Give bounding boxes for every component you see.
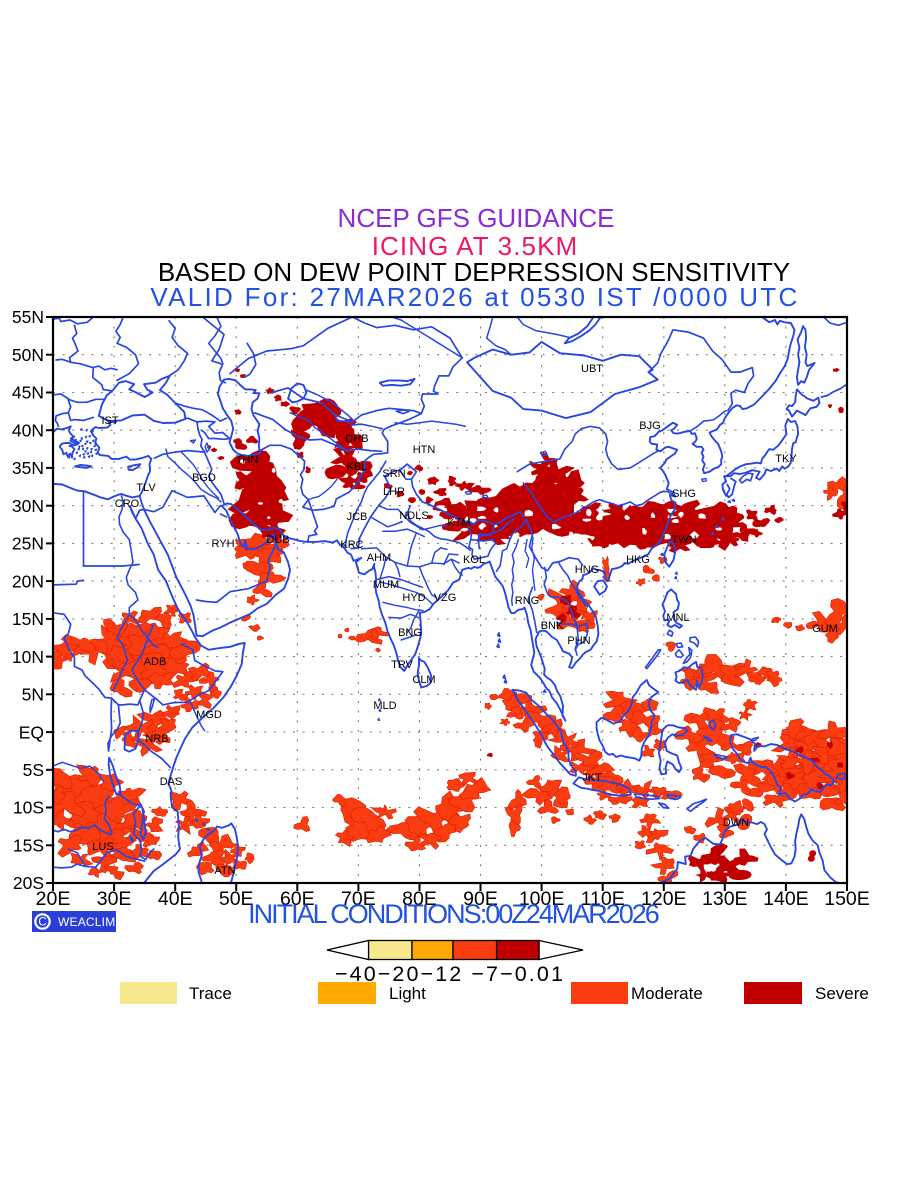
svg-text:5N: 5N — [22, 685, 44, 705]
svg-text:HTN: HTN — [413, 444, 436, 456]
svg-text:IST: IST — [101, 415, 118, 427]
svg-text:45N: 45N — [12, 383, 44, 403]
svg-text:30E: 30E — [97, 888, 132, 910]
svg-text:BNK: BNK — [541, 620, 564, 632]
svg-text:C: C — [38, 917, 46, 929]
svg-text:130E: 130E — [702, 888, 748, 910]
svg-text:AHM: AHM — [367, 552, 391, 564]
svg-text:Trace: Trace — [189, 984, 232, 1003]
svg-text:80E: 80E — [402, 888, 437, 910]
svg-text:140E: 140E — [763, 888, 809, 910]
svg-text:PHN: PHN — [567, 635, 590, 647]
svg-text:50N: 50N — [12, 345, 44, 365]
svg-text:MLD: MLD — [373, 700, 396, 712]
svg-text:MGD: MGD — [196, 709, 222, 721]
svg-text:VZG: VZG — [434, 592, 457, 604]
svg-text:KBL: KBL — [347, 461, 368, 473]
svg-text:BASED ON DEW POINT DEPRESSION: BASED ON DEW POINT DEPRESSION SENSITIVIT… — [158, 257, 790, 287]
svg-text:UBT: UBT — [581, 363, 603, 375]
svg-text:LUS: LUS — [92, 841, 113, 853]
svg-text:THN: THN — [236, 454, 259, 466]
svg-text:10S: 10S — [13, 798, 44, 818]
svg-text:ICING AT 3.5KM: ICING AT 3.5KM — [372, 231, 579, 261]
svg-text:BNG: BNG — [398, 627, 422, 639]
svg-text:150E: 150E — [824, 888, 870, 910]
svg-text:NCEP GFS GUIDANCE: NCEP GFS GUIDANCE — [338, 203, 615, 233]
svg-text:15S: 15S — [13, 836, 44, 856]
svg-text:TKY: TKY — [775, 453, 797, 465]
svg-text:40E: 40E — [158, 888, 193, 910]
svg-text:90E: 90E — [463, 888, 498, 910]
svg-text:NDLS: NDLS — [399, 510, 428, 522]
svg-text:40N: 40N — [12, 420, 44, 440]
svg-text:20E: 20E — [36, 888, 71, 910]
svg-text:MNL: MNL — [666, 612, 689, 624]
svg-text:VALID For: 27MAR2026 at 0530 I: VALID For: 27MAR2026 at 0530 IST /0000 U… — [150, 282, 799, 312]
svg-text:KOL: KOL — [463, 554, 485, 566]
svg-text:110E: 110E — [581, 888, 625, 910]
svg-text:JKT: JKT — [582, 772, 602, 784]
svg-text:20N: 20N — [12, 571, 44, 591]
svg-text:Light: Light — [389, 984, 426, 1003]
svg-text:CRO: CRO — [115, 498, 140, 510]
svg-text:MUM: MUM — [373, 579, 399, 591]
svg-text:5S: 5S — [23, 760, 44, 780]
svg-text:SRN: SRN — [382, 468, 405, 480]
svg-text:60E: 60E — [280, 888, 315, 910]
svg-text:15N: 15N — [12, 609, 44, 629]
svg-text:RYH: RYH — [211, 538, 234, 550]
svg-text:10N: 10N — [12, 647, 44, 667]
svg-text:ADB: ADB — [144, 656, 167, 668]
svg-text:55N: 55N — [12, 307, 44, 327]
svg-text:LHR: LHR — [383, 486, 405, 498]
svg-text:BGD: BGD — [192, 472, 216, 484]
svg-text:20S: 20S — [13, 873, 44, 893]
svg-text:DAS: DAS — [160, 776, 183, 788]
svg-text:TLV: TLV — [136, 482, 156, 494]
svg-text:KTM: KTM — [447, 517, 470, 529]
svg-text:ATN: ATN — [214, 865, 235, 877]
svg-text:Severe: Severe — [815, 984, 869, 1003]
svg-text:30N: 30N — [12, 496, 44, 516]
svg-text:35N: 35N — [12, 458, 44, 478]
svg-text:DWN: DWN — [723, 817, 749, 829]
svg-text:RNG: RNG — [515, 595, 539, 607]
svg-text:120E: 120E — [641, 888, 687, 910]
svg-text:DHB: DHB — [345, 433, 368, 445]
svg-text:100E: 100E — [519, 888, 565, 910]
svg-text:CLM: CLM — [412, 674, 435, 686]
svg-text:25N: 25N — [12, 534, 44, 554]
svg-text:GUM: GUM — [812, 623, 838, 635]
svg-text:HNG: HNG — [575, 564, 599, 576]
svg-text:NRB: NRB — [145, 733, 168, 745]
svg-text:TWN: TWN — [671, 534, 696, 546]
svg-text:SHG: SHG — [672, 488, 696, 500]
svg-text:50E: 50E — [219, 888, 254, 910]
svg-text:WEACLIM: WEACLIM — [58, 915, 115, 929]
svg-text:DUB: DUB — [266, 534, 289, 546]
svg-text:HKG: HKG — [626, 554, 650, 566]
svg-text:TRV: TRV — [391, 659, 413, 671]
svg-text:BJG: BJG — [639, 420, 660, 432]
svg-text:HYD: HYD — [402, 592, 425, 604]
svg-text:EQ: EQ — [19, 722, 44, 742]
svg-text:JCB: JCB — [347, 511, 368, 523]
svg-text:KRC: KRC — [340, 539, 363, 551]
svg-text:Moderate: Moderate — [631, 984, 703, 1003]
svg-text:70E: 70E — [341, 888, 376, 910]
svg-text:INITIAL CONDITIONS:00Z24MAR202: INITIAL CONDITIONS:00Z24MAR2026 — [248, 899, 659, 929]
